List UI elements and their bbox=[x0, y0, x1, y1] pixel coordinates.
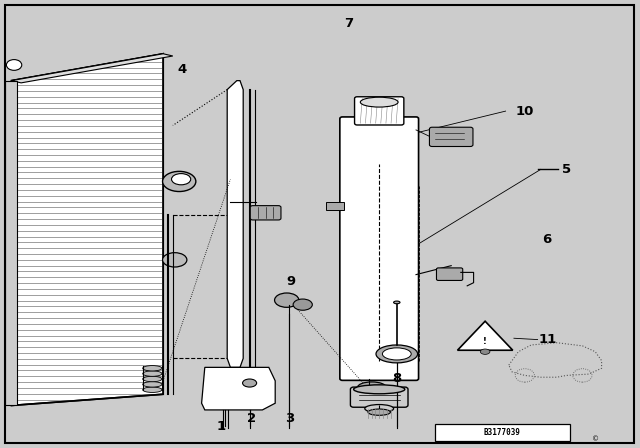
Text: 4: 4 bbox=[178, 63, 187, 76]
Ellipse shape bbox=[293, 299, 312, 310]
Ellipse shape bbox=[360, 97, 398, 107]
Ellipse shape bbox=[163, 172, 196, 192]
Text: 11: 11 bbox=[538, 333, 556, 346]
Ellipse shape bbox=[358, 382, 387, 393]
Ellipse shape bbox=[143, 366, 162, 371]
Text: 8: 8 bbox=[392, 372, 401, 385]
Bar bbox=[326, 202, 344, 210]
Text: 10: 10 bbox=[516, 104, 534, 118]
Polygon shape bbox=[12, 54, 173, 83]
Ellipse shape bbox=[480, 349, 490, 354]
Text: B3177039: B3177039 bbox=[484, 428, 521, 437]
Text: 5: 5 bbox=[562, 163, 571, 176]
Text: 1: 1 bbox=[216, 420, 225, 433]
Polygon shape bbox=[202, 367, 275, 410]
Text: 2: 2 bbox=[247, 412, 256, 426]
FancyBboxPatch shape bbox=[340, 117, 419, 380]
FancyBboxPatch shape bbox=[429, 127, 473, 146]
Ellipse shape bbox=[376, 345, 418, 363]
Circle shape bbox=[6, 60, 22, 70]
Text: 9: 9 bbox=[287, 275, 296, 288]
Polygon shape bbox=[227, 81, 243, 367]
Text: ©: © bbox=[591, 436, 599, 442]
Ellipse shape bbox=[275, 293, 299, 307]
Polygon shape bbox=[458, 321, 513, 350]
FancyBboxPatch shape bbox=[250, 206, 281, 220]
FancyBboxPatch shape bbox=[355, 97, 404, 125]
Ellipse shape bbox=[368, 409, 390, 415]
Text: 6: 6 bbox=[543, 233, 552, 246]
FancyBboxPatch shape bbox=[351, 387, 408, 407]
Text: 3: 3 bbox=[285, 412, 294, 426]
Bar bbox=[435, 424, 570, 441]
Ellipse shape bbox=[394, 301, 400, 304]
Ellipse shape bbox=[383, 348, 412, 360]
Ellipse shape bbox=[143, 376, 162, 382]
FancyBboxPatch shape bbox=[436, 268, 463, 280]
Ellipse shape bbox=[354, 385, 405, 394]
Bar bbox=[5, 81, 17, 405]
Text: !: ! bbox=[483, 337, 487, 346]
Ellipse shape bbox=[143, 382, 162, 387]
Text: 7: 7 bbox=[344, 17, 353, 30]
Ellipse shape bbox=[143, 371, 162, 376]
Ellipse shape bbox=[143, 387, 162, 392]
Ellipse shape bbox=[365, 405, 394, 413]
Ellipse shape bbox=[163, 253, 187, 267]
Ellipse shape bbox=[172, 173, 191, 185]
Ellipse shape bbox=[243, 379, 257, 387]
Polygon shape bbox=[12, 54, 163, 405]
